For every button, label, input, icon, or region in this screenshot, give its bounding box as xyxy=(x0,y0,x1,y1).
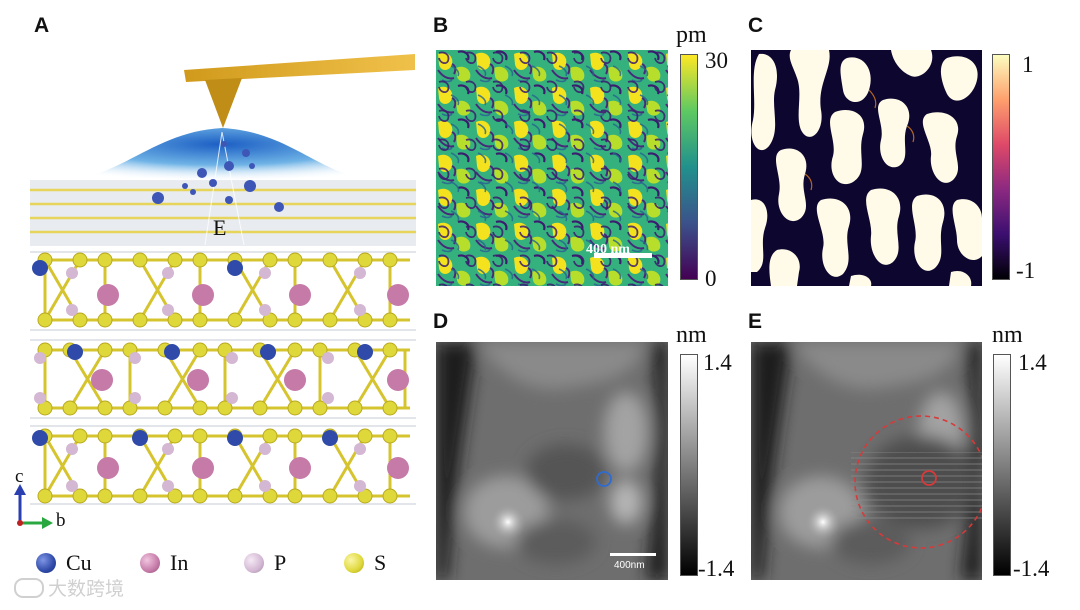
watermark: 大数跨境 xyxy=(14,574,124,601)
colorbar-b xyxy=(680,54,698,280)
colorbar-d-max: 1.4 xyxy=(703,350,732,375)
colorbar-b-max: 30 xyxy=(705,48,728,73)
cu-ball-icon xyxy=(36,553,56,573)
crystal-layer-3 xyxy=(32,428,409,504)
field-label: E xyxy=(213,215,227,240)
panel-label-b: B xyxy=(433,14,449,37)
colorbar-e-min: -1.4 xyxy=(1013,556,1050,581)
axis-b-label: b xyxy=(56,510,66,531)
colorbar-b-min: 0 xyxy=(705,266,717,291)
colorbar-c-max: 1 xyxy=(1022,52,1034,77)
scale-label-b: 400 nm xyxy=(586,242,630,257)
colorbar-d-unit: nm xyxy=(676,322,707,348)
field-region-circle xyxy=(854,415,982,549)
schematic-figure xyxy=(14,54,416,529)
watermark-logo-icon xyxy=(14,577,44,598)
colorbar-c-min: -1 xyxy=(1016,258,1036,283)
panel-label-e: E xyxy=(748,310,763,333)
p-ball-icon xyxy=(244,553,264,573)
legend-item-in: In xyxy=(140,550,188,576)
panel-label-a: A xyxy=(34,14,50,37)
legend-item-p: P xyxy=(244,550,286,576)
electric-field-region xyxy=(50,128,392,182)
colorbar-b-unit: pm xyxy=(676,22,707,48)
piezoresponse-phase-map xyxy=(751,50,982,286)
probe-marker-d xyxy=(596,471,612,487)
colorbar-e-unit: nm xyxy=(992,322,1023,348)
crystal-layer-2 xyxy=(34,342,409,416)
in-ball-icon xyxy=(140,553,160,573)
domain-height-map: 400 nm xyxy=(436,50,668,286)
colorbar-d xyxy=(680,354,698,576)
legend-item-s: S xyxy=(344,550,386,576)
colorbar-e-max: 1.4 xyxy=(1018,350,1047,375)
scale-bar-d xyxy=(610,553,656,556)
afm-tip xyxy=(205,78,242,128)
scale-bar-b xyxy=(594,253,652,258)
s-ball-icon xyxy=(344,553,364,573)
colorbar-d-min: -1.4 xyxy=(698,556,735,581)
colorbar-c xyxy=(992,54,1010,280)
topography-map-e xyxy=(751,342,982,580)
colorbar-e xyxy=(993,354,1011,576)
axis-indicator xyxy=(14,484,53,529)
panel-label-c: C xyxy=(748,14,764,37)
legend-item-cu: Cu xyxy=(36,550,92,576)
crystal-layer-1 xyxy=(32,252,409,328)
scale-label-d: 400nm xyxy=(614,560,645,571)
topography-map-d: 400nm xyxy=(436,342,668,580)
panel-label-d: D xyxy=(433,310,449,333)
probe-marker-e xyxy=(921,470,937,486)
axis-c-label: c xyxy=(15,466,24,487)
